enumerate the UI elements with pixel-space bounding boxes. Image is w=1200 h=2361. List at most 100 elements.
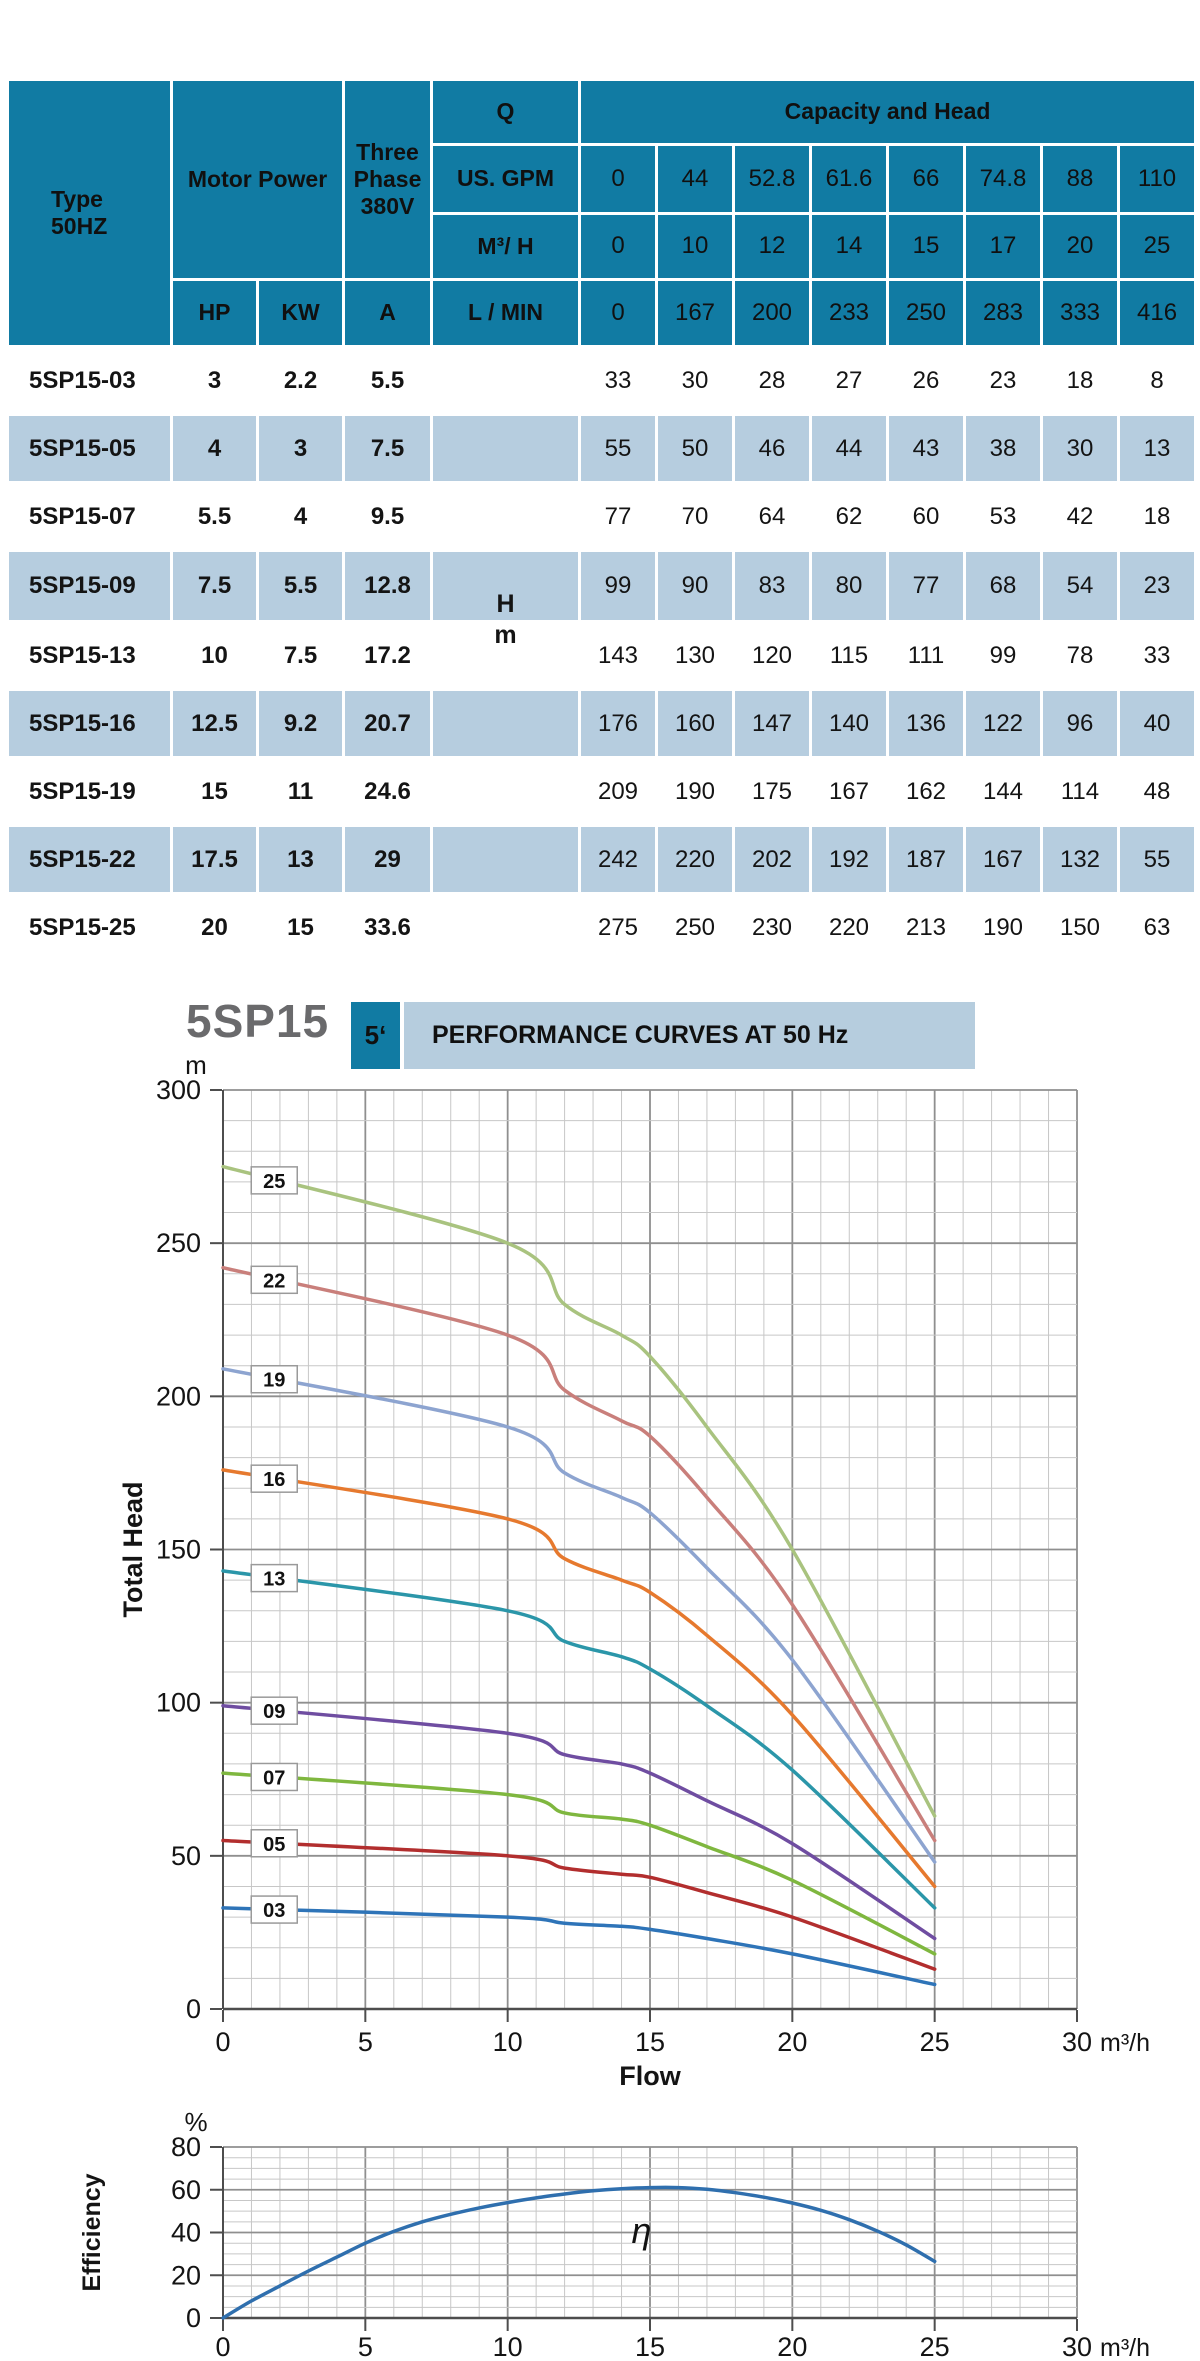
m3h-value: 12 [732, 212, 812, 281]
curve-07 [221, 1771, 937, 1956]
x-tick-label: 0 [215, 2027, 230, 2057]
head-value: 90 [655, 549, 735, 623]
y-tick-label: 50 [171, 1841, 201, 1871]
pump-type: 5SP15-05 [6, 413, 173, 484]
x-tick-label: 15 [635, 2332, 665, 2361]
curve-label-25: 25 [250, 1166, 298, 1195]
y-tick-label: 300 [156, 1075, 201, 1105]
head-unit-cell [430, 688, 581, 759]
head-value: 64 [732, 481, 812, 552]
hp-value: 7.5 [170, 549, 259, 623]
gpm-value: 0 [578, 143, 658, 215]
head-value: 114 [1040, 756, 1120, 827]
gpm-value: 44 [655, 143, 735, 215]
x-unit-label: m³/h [1100, 2334, 1150, 2361]
head-value: 28 [732, 345, 812, 416]
pump-type: 5SP15-07 [6, 481, 173, 552]
head-value: 140 [809, 688, 889, 759]
pump-type: 5SP15-19 [6, 756, 173, 827]
gpm-value: 66 [886, 143, 966, 215]
gpm-value: 110 [1116, 143, 1198, 215]
y-tick-label: 80 [171, 2132, 201, 2162]
x-tick-label: 30 [1062, 2332, 1092, 2361]
curve-16 [221, 1468, 937, 1889]
head-value: 160 [655, 688, 735, 759]
head-value: 115 [809, 620, 889, 691]
head-value: 220 [655, 824, 735, 895]
head-unit-cell [430, 756, 581, 827]
head-value: 136 [886, 688, 966, 759]
y-tick-label: 40 [171, 2218, 201, 2248]
amp-value: 29 [342, 824, 433, 895]
head-value: 80 [809, 549, 889, 623]
head-value: 190 [655, 756, 735, 827]
head-value: 23 [1116, 549, 1198, 623]
m3h-value: 25 [1116, 212, 1198, 281]
amp-value: 24.6 [342, 756, 433, 827]
table-row: 5SP15-07 5.5 4 9.5 77 70 64 62 60 53 42 18 [6, 481, 1198, 552]
y-axis-title: Total Head [118, 1481, 148, 1617]
head-value: 44 [809, 413, 889, 484]
head-value: 26 [886, 345, 966, 416]
hp-value: 4 [170, 413, 259, 484]
curve-label-text: 05 [263, 1834, 285, 1856]
head-value: 50 [655, 413, 735, 484]
kw-value: 4 [256, 481, 345, 552]
curve-label-05: 05 [250, 1829, 298, 1858]
head-value: 68 [963, 549, 1043, 623]
pump-type: 5SP15-22 [6, 824, 173, 895]
lmin-value: 283 [963, 278, 1043, 348]
head-value: 96 [1040, 688, 1120, 759]
col-header-a: A [342, 278, 433, 348]
head-value: 8 [1116, 345, 1198, 416]
curve-label-13: 13 [250, 1563, 298, 1593]
table-row: 5SP15-19 15 11 24.6 209 190 175 167 162 144 114 48 [6, 756, 1198, 827]
curve-05 [221, 1838, 937, 1971]
head-value: 70 [655, 481, 735, 552]
head-unit-cell [430, 892, 581, 963]
kw-value: 7.5 [256, 620, 345, 691]
table-body: 5SP15-03 3 2.2 5.5 33 30 28 27 26 23 18 8 5SP15-05 4 3… [6, 345, 1198, 963]
head-value: 202 [732, 824, 812, 895]
head-value: 63 [1116, 892, 1198, 963]
curve-03 [221, 1906, 937, 1987]
head-value: 18 [1040, 345, 1120, 416]
pump-type: 5SP15-13 [6, 620, 173, 691]
amp-value: 17.2 [342, 620, 433, 691]
head-value: 18 [1116, 481, 1198, 552]
head-value: 250 [655, 892, 735, 963]
head-value: 150 [1040, 892, 1120, 963]
head-value: 120 [732, 620, 812, 691]
col-header-capacity-head: Capacity and Head [577, 78, 1198, 146]
curve-label-text: 03 [263, 1900, 285, 1922]
hp-value: 5.5 [170, 481, 259, 552]
kw-value: 2.2 [256, 345, 345, 416]
head-unit-cell: H [430, 549, 581, 623]
curve-19 [221, 1367, 937, 1864]
head-value: 132 [1040, 824, 1120, 895]
x-tick-label: 15 [635, 2027, 665, 2057]
table-row: 5SP15-22 17.5 13 29 242 220 202 192 187 167 132 55 [6, 824, 1198, 895]
curve-label-text: 16 [263, 1469, 285, 1491]
head-value: 130 [655, 620, 735, 691]
curve-label-03: 03 [250, 1895, 298, 1924]
y-tick-label: 0 [186, 1994, 201, 2024]
head-value: 99 [963, 620, 1043, 691]
lmin-value: 0 [578, 278, 658, 348]
head-value: 23 [963, 345, 1043, 416]
y-tick-label: 150 [156, 1535, 201, 1565]
amp-value: 12.8 [342, 549, 433, 623]
y-unit-label: m [185, 1050, 207, 1080]
curve-25 [221, 1164, 937, 1818]
col-header-three-phase: Three Phase 380V [342, 78, 433, 281]
head-value: 43 [886, 413, 966, 484]
y-tick-label: 100 [156, 1688, 201, 1718]
chart-title-bar: PERFORMANCE CURVES AT 50 Hz [404, 1002, 975, 1069]
head-value: 42 [1040, 481, 1120, 552]
head-value: 46 [732, 413, 812, 484]
hp-value: 17.5 [170, 824, 259, 895]
gpm-value: 88 [1040, 143, 1120, 215]
head-value: 147 [732, 688, 812, 759]
